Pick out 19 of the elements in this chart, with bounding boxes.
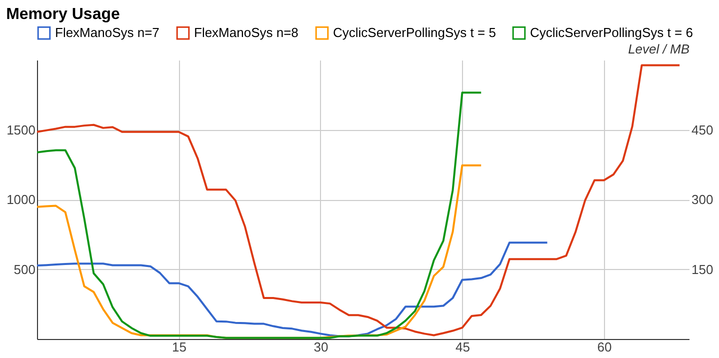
x-tick-label: 15	[172, 340, 186, 354]
y-tick-label: 1000	[6, 192, 36, 207]
x-tick-label: 30	[314, 340, 328, 354]
y2-tick-label: 450	[692, 122, 714, 138]
y2-tick-label: 300	[692, 192, 714, 207]
x-tick-label: 60	[597, 340, 612, 354]
y2-axis-title: Level / MB	[628, 42, 690, 56]
legend-label: CyclicServerPollingSys t = 6	[530, 25, 693, 40]
line-series	[37, 64, 681, 336]
y-tick-label: 500	[14, 262, 36, 277]
y-tick-label: 1500	[6, 122, 36, 138]
line-series	[37, 92, 482, 339]
y2-tick-label: 150	[692, 262, 714, 277]
legend-label: CyclicServerPollingSys t = 5	[333, 25, 496, 40]
legend-label: FlexManoSys n=8	[194, 25, 298, 40]
line-series	[37, 242, 548, 338]
x-tick-label: 45	[455, 340, 470, 354]
chart-title: Memory Usage	[6, 6, 120, 23]
legend-label: FlexManoSys n=7	[55, 25, 160, 40]
